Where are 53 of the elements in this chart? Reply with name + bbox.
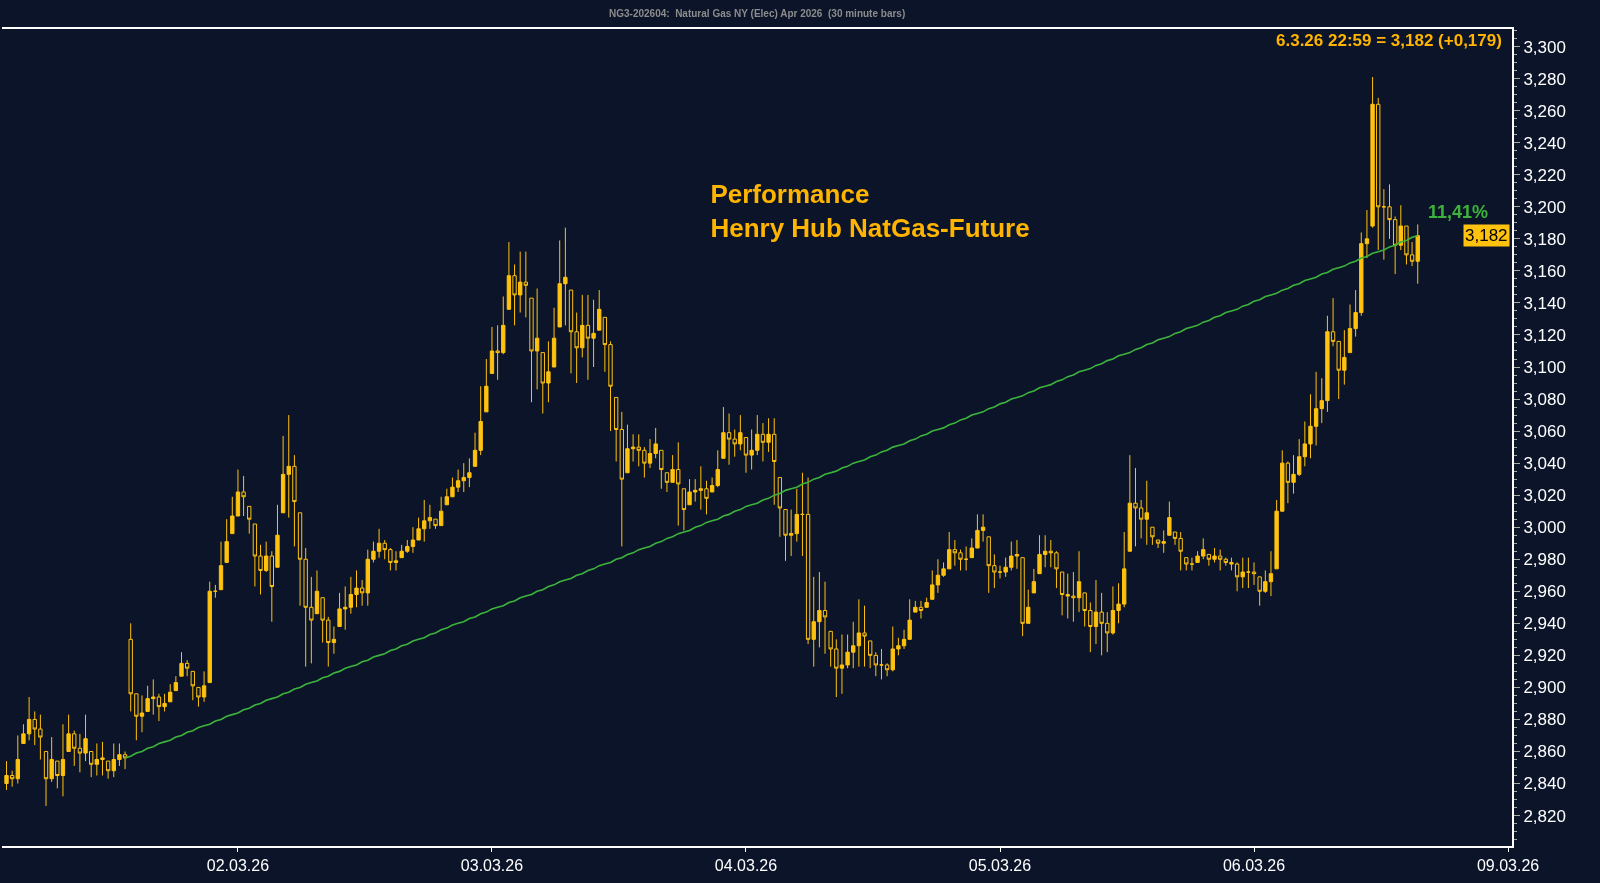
y-tick-label: 2,860 [1523, 742, 1566, 762]
y-tick-label: 3,120 [1523, 325, 1566, 345]
chart-subtitle: NG3-202604: Natural Gas NY (Elec) Apr 2026 (30 minute bars) [609, 8, 906, 19]
y-tick-label: 3,040 [1523, 454, 1566, 474]
y-tick-label: 3,160 [1523, 261, 1566, 281]
candlestick [247, 505, 252, 535]
candlestick [1031, 568, 1037, 594]
candlestick [484, 358, 489, 413]
y-tick-label: 2,940 [1523, 614, 1566, 634]
x-tick-label: 04.03.26 [714, 857, 778, 875]
y-tick-label: 2,960 [1523, 582, 1566, 602]
candlestick [190, 670, 195, 701]
y-tick-label: 2,880 [1523, 710, 1566, 730]
y-tick-label: 3,100 [1523, 357, 1566, 377]
y-tick-label: 2,920 [1523, 646, 1566, 666]
candlestick [173, 675, 179, 692]
candlestick [551, 307, 557, 368]
x-tick-label: 05.03.26 [968, 857, 1032, 875]
candlestick [213, 584, 218, 599]
x-tick-label: 02.03.26 [206, 857, 270, 875]
y-tick-label: 3,300 [1523, 37, 1566, 57]
y-tick-label: 3,180 [1523, 229, 1566, 249]
candlestick [224, 518, 229, 563]
candlestick [879, 648, 884, 680]
y-tick-label: 3,240 [1523, 133, 1566, 153]
y-tick-label: 3,060 [1523, 422, 1566, 442]
annotation: 6.3.26 22:59 = 3,182 (+0,179) [1276, 31, 1502, 50]
candlestick [218, 541, 224, 591]
x-tick-label: 09.03.26 [1476, 857, 1540, 875]
y-tick-label: 3,080 [1523, 390, 1566, 409]
candlestick [777, 477, 783, 538]
y-tick-label: 2,900 [1523, 678, 1566, 698]
y-tick-label: 3,200 [1523, 197, 1566, 217]
candlestick [1251, 561, 1257, 586]
y-tick-label: 2,840 [1523, 774, 1566, 794]
y-tick-label: 3,140 [1523, 293, 1566, 313]
y-tick-label: 3,280 [1523, 69, 1566, 89]
candlestick [207, 581, 212, 684]
annotation: 11,41% [1428, 202, 1489, 222]
y-tick-label: 2,820 [1523, 806, 1566, 826]
candlestick [168, 683, 173, 703]
candlestick [800, 472, 805, 557]
y-tick-label: 2,980 [1523, 550, 1566, 570]
candlestick [1150, 526, 1155, 546]
candlestick [1246, 557, 1251, 589]
x-tick-label: 03.03.26 [460, 857, 524, 875]
x-tick-label: 06.03.26 [1222, 857, 1286, 875]
y-tick-label: 3,220 [1523, 165, 1566, 185]
y-tick-label: 3,260 [1523, 101, 1566, 121]
annotation: 3,182 [1465, 226, 1508, 245]
text: Performance Henry Hub NatGas-Future [710, 179, 1030, 243]
y-tick-label: 3,000 [1523, 518, 1566, 538]
y-tick-label: 3,020 [1523, 486, 1566, 506]
